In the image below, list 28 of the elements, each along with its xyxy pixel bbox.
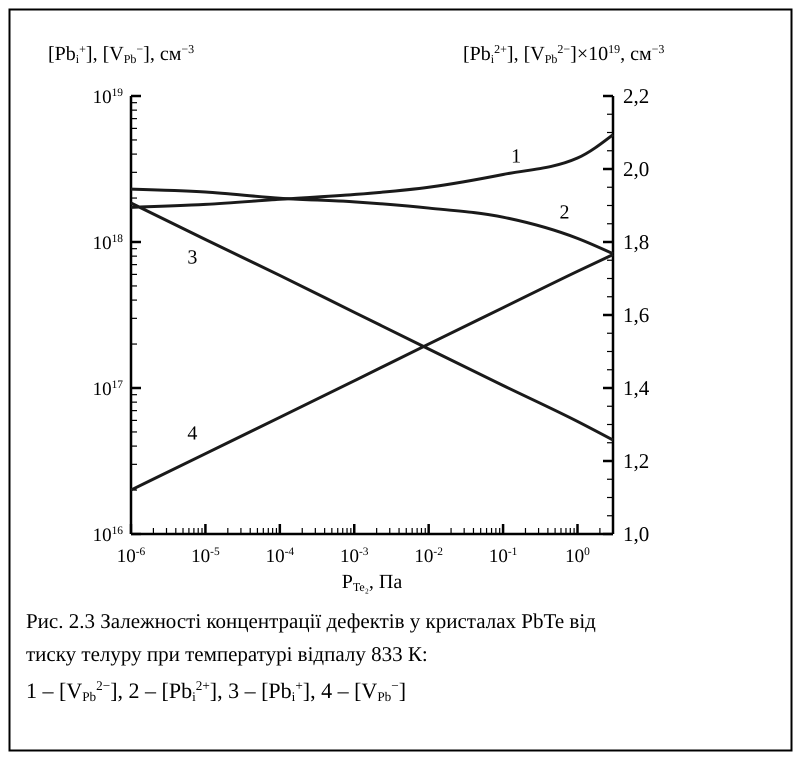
y-tick-label: 10$^{18}$ [92,233,124,254]
series-label: 1 [511,145,522,168]
y2-tick-label: 1,6 [623,303,650,327]
y2-tick-label: 2,2 [623,84,650,108]
x-tick-label: 10$^{-6}$ [116,546,146,567]
text: 1 – [V$_{Pb}$$^{2−}$], 2 – [Pb$_{i}$$^{2+}$], 3 – [Pb$_{i}$$^{+}$], 4 – [V$_{Pb}$$^{−}$] [26,678,406,704]
y2-tick-label: 1,4 [623,376,650,400]
series-label: 3 [187,246,198,269]
y-tick-label: 10$^{16}$ [92,525,124,546]
y2-tick-label: 2,0 [623,157,650,181]
y-tick-label: 10$^{19}$ [92,87,124,108]
text: Рис. 2.3 Залежності концентрації дефектів у кристалах PbTe від [26,609,596,633]
x-tick-label: 10$^{-1}$ [488,546,518,567]
y2-tick-label: 1,2 [623,449,650,473]
series-label: 2 [559,201,570,224]
x-tick-label: 10$^{0}$ [565,546,590,567]
y-tick-label: 10$^{17}$ [92,379,124,400]
x-tick-label: 10$^{-2}$ [414,546,444,567]
x-tick-label: 10$^{-5}$ [191,546,220,567]
y2-tick-label: 1,8 [623,230,650,254]
y-axis-title: [Pb$_{i}$$^{+}$], [V$_{Pb}$$^{−}$], см$^{−3}$ [48,42,194,66]
text: тиску телуру при температурі відпалу 833 К: [26,642,428,666]
text: [Pb$_{i}$$^{2+}$], [V$_{Pb}$$^{2−}$]×10$^{19}$, см$^{−3}$ [463,42,664,66]
y2-tick-label: 1,0 [623,522,650,546]
x-axis-title: P$_{Te₂}$, Па [342,571,402,594]
x-tick-label: 10$^{-4}$ [266,546,294,567]
series-label: 4 [187,422,198,445]
x-tick-label: 10$^{-3}$ [340,546,369,567]
